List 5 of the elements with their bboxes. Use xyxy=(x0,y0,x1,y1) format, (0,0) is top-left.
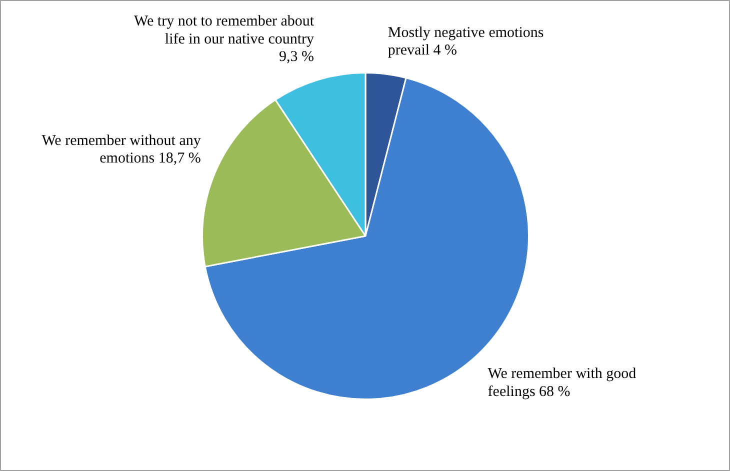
slice-label: We remember with good feelings 68 % xyxy=(488,366,637,400)
slice-label: We remember without any emotions 18,7 % xyxy=(42,132,202,167)
data-label: 9,3 % xyxy=(279,48,314,65)
slice-label: Mostly negative emotions prevail 4 % xyxy=(388,25,544,59)
slice-label: We try not to remember about life in our native country xyxy=(134,14,315,48)
